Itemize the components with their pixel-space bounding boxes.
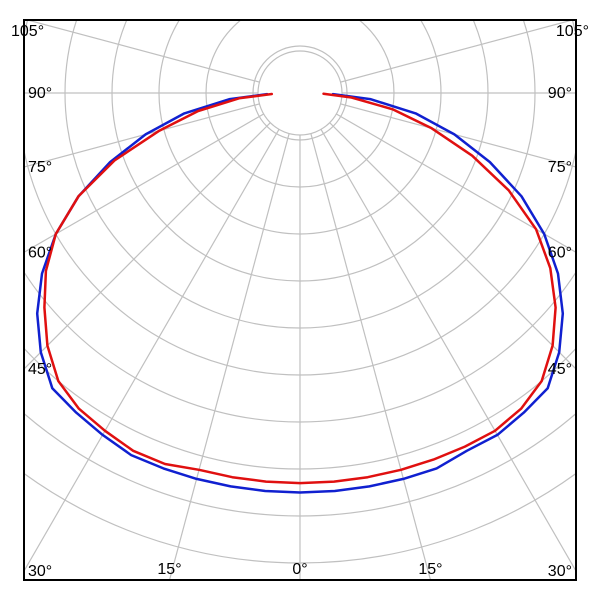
angle-label: 15° [418,561,442,578]
angle-label: 60° [28,244,52,261]
angle-label: 45° [28,361,52,378]
angle-label: 15° [157,561,181,578]
angle-label: 105° [11,23,44,40]
angle-label: 0° [292,561,307,578]
angle-label: 105° [556,23,589,40]
angle-label: 45° [548,361,572,378]
angle-label: 90° [28,85,52,102]
angle-label: 30° [28,563,52,580]
angle-label: 60° [548,244,572,261]
polar-photometric-chart: 105° 90° 75° 60° 45° 30° 15° 105° 90° 75° 60° 45° 30… [0,0,600,600]
angle-label: 75° [28,159,52,176]
angle-label: 90° [548,85,572,102]
angle-label: 75° [548,159,572,176]
angle-label: 30° [548,563,572,580]
